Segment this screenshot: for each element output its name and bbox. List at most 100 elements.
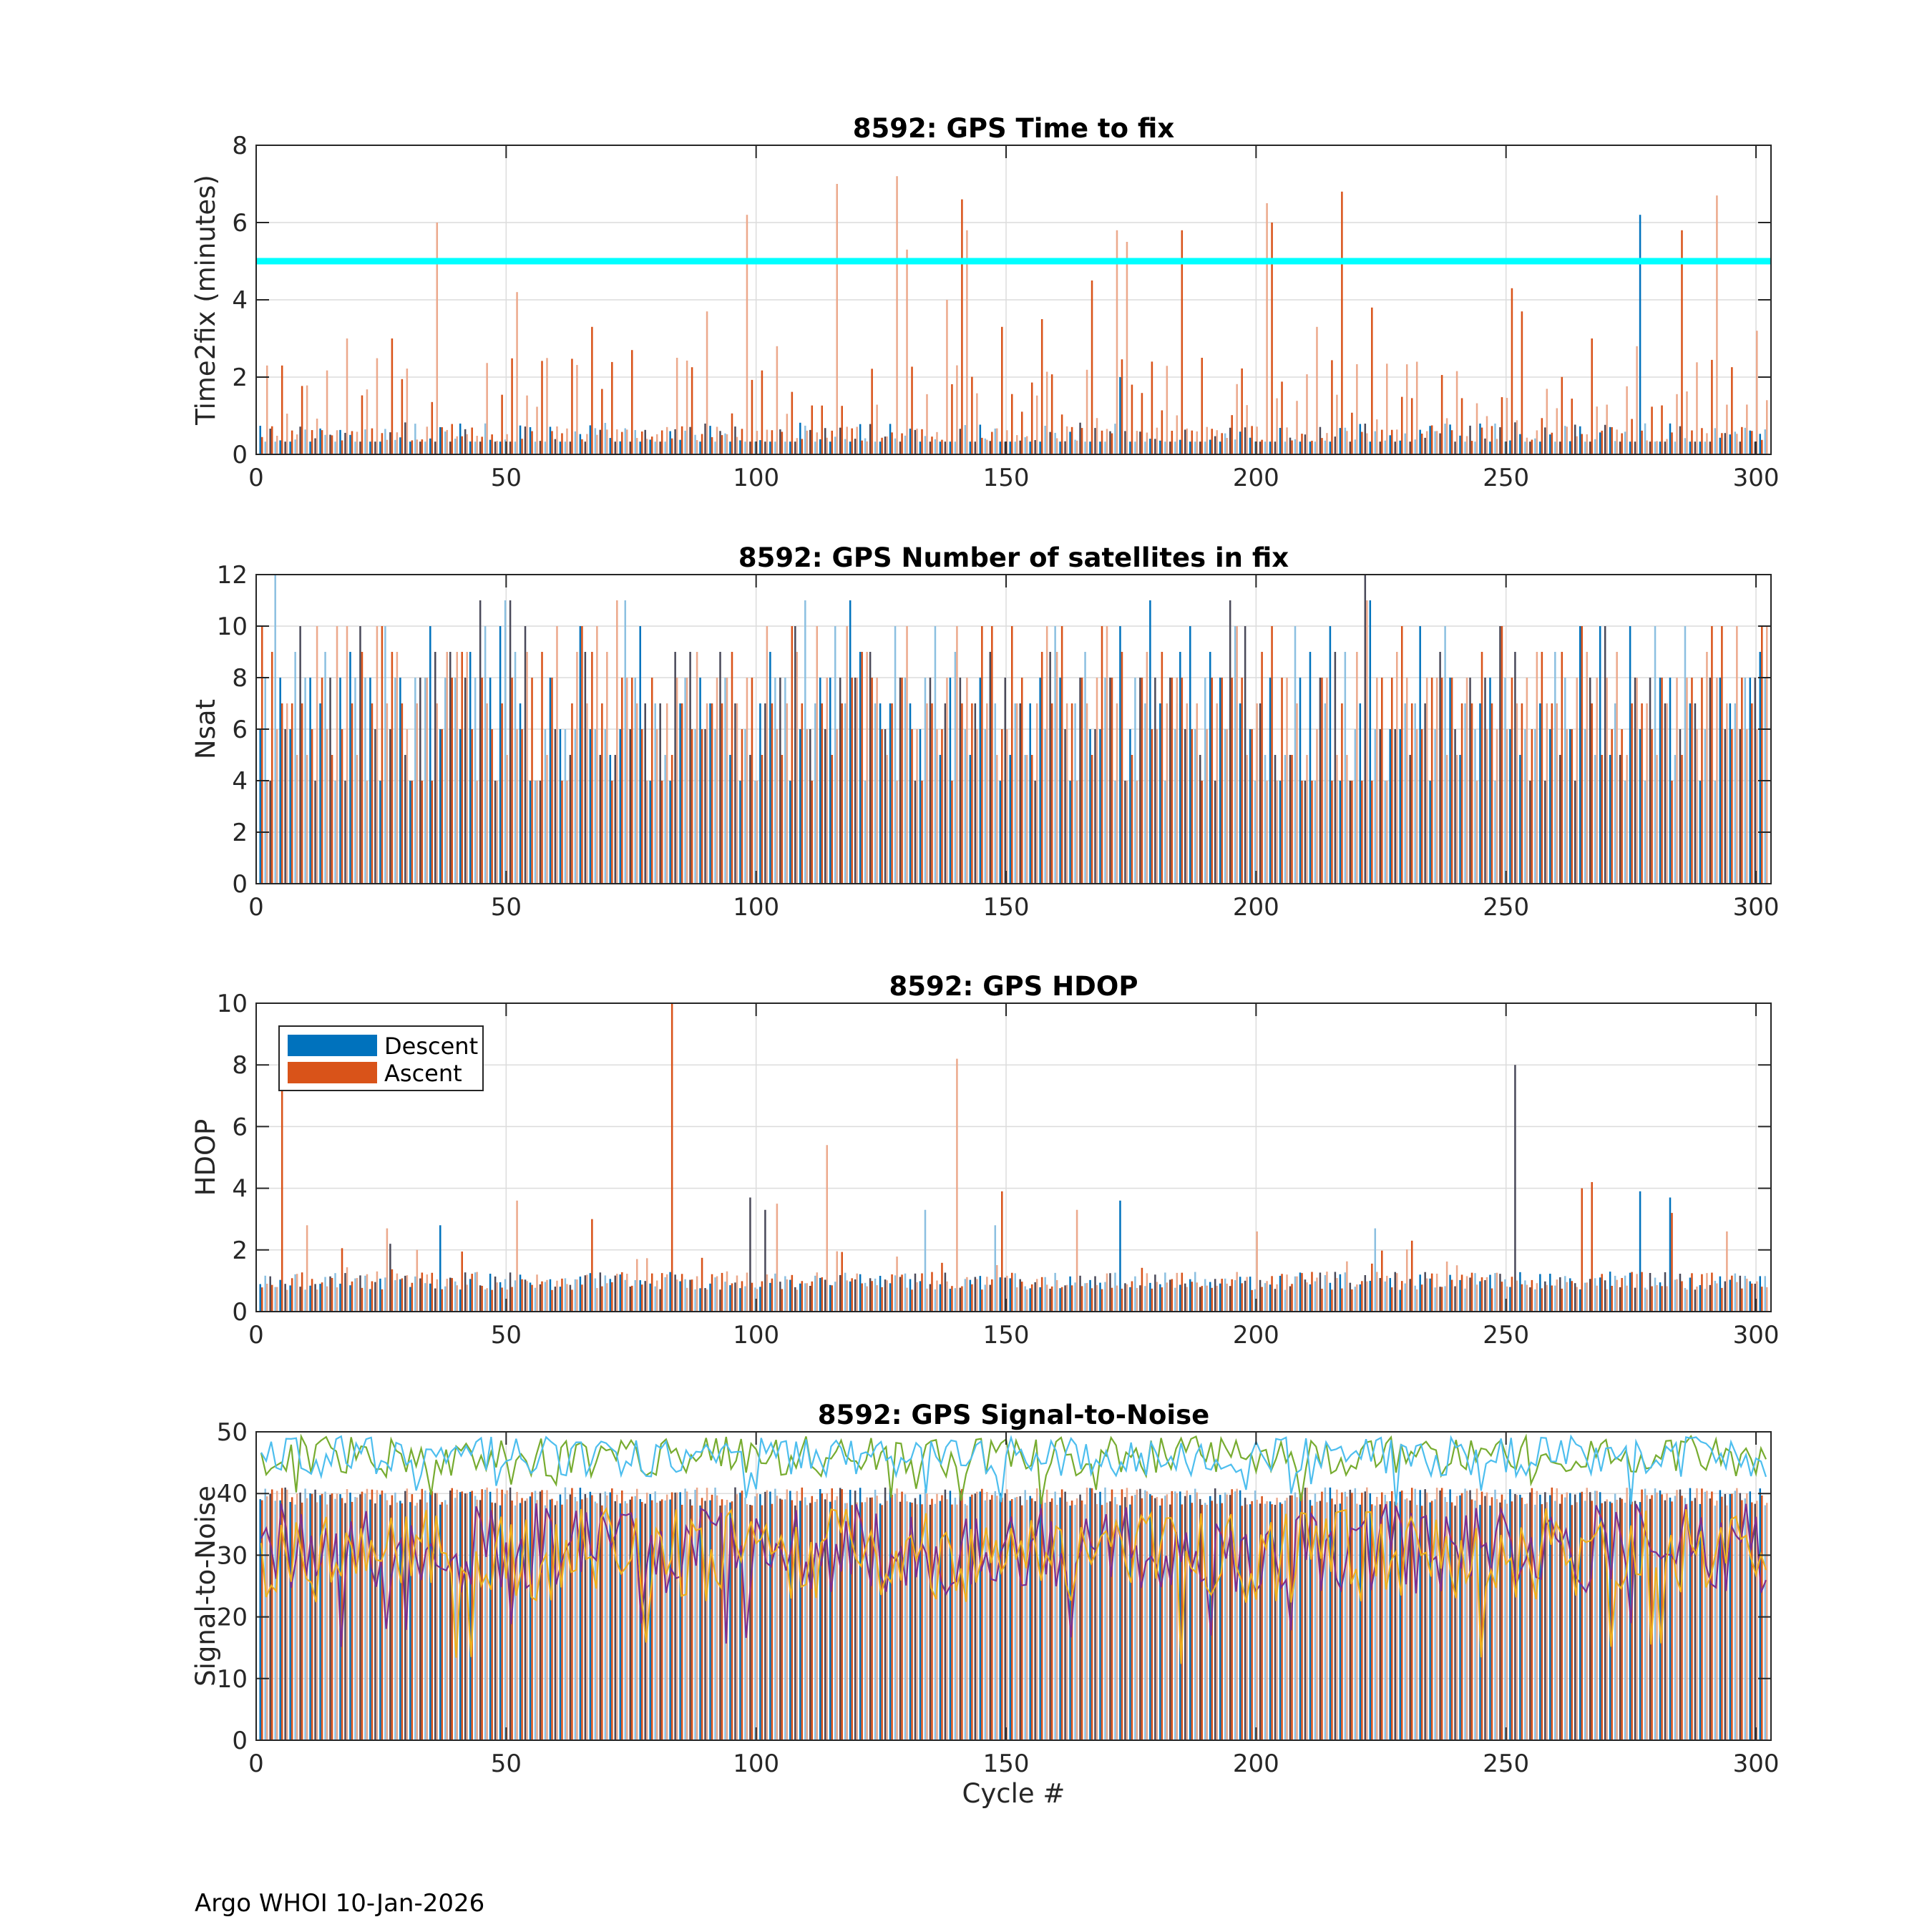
bar-ascent (1106, 1273, 1108, 1312)
bar-ascent (751, 678, 753, 884)
bar-ascent (1475, 1488, 1478, 1740)
bar-descent (369, 441, 371, 454)
bar-ascent (1131, 1496, 1133, 1740)
bar-descent (1719, 678, 1722, 884)
bar-ascent (680, 426, 683, 454)
bar-ascent (670, 1492, 673, 1740)
bar-descent (1559, 441, 1561, 454)
bar-ascent (1296, 1497, 1298, 1740)
bar-ascent (665, 1494, 668, 1740)
bar-ascent (711, 703, 713, 884)
bar-ascent (1186, 1491, 1189, 1740)
bar-descent (749, 755, 751, 884)
bar-ascent (1006, 430, 1008, 454)
bar-ascent (356, 1278, 358, 1312)
bar-descent (1044, 426, 1046, 454)
bar-descent (959, 1287, 962, 1312)
bar-descent (829, 1501, 831, 1740)
bar-descent (1584, 441, 1586, 454)
bar-ascent (541, 652, 543, 884)
bar-descent (774, 1273, 776, 1312)
bar-ascent (1636, 1505, 1638, 1740)
bar-ascent (1096, 418, 1098, 454)
bar-ascent (1440, 375, 1443, 454)
bar-ascent (1085, 703, 1088, 884)
bar-ascent (461, 1491, 463, 1740)
bar-ascent (871, 1281, 873, 1312)
bar-ascent (616, 1274, 618, 1312)
bar-descent (1204, 1503, 1206, 1740)
bar-ascent (1405, 364, 1408, 454)
bar-ascent (931, 1498, 933, 1740)
bar-descent (1549, 729, 1551, 884)
bar-descent (1144, 1490, 1146, 1740)
bar-descent (1564, 1276, 1566, 1312)
bar-ascent (1445, 1501, 1448, 1740)
bar-ascent (561, 1504, 563, 1740)
bar-descent (969, 441, 972, 454)
bar-ascent (1721, 626, 1723, 884)
bar-descent (1484, 438, 1486, 454)
bar-ascent (326, 1504, 328, 1740)
bar-descent (1434, 729, 1436, 884)
bar-ascent (931, 1272, 933, 1312)
lines-snr (260, 1433, 1767, 1664)
bar-ascent (1136, 1489, 1138, 1740)
bar-ascent (1400, 1491, 1403, 1740)
bar-ascent (1501, 1494, 1503, 1740)
bar-ascent (1626, 755, 1628, 884)
bar-ascent (581, 626, 583, 884)
bar-descent (1079, 678, 1081, 884)
bar-ascent (351, 1501, 353, 1740)
bar-descent (1694, 1498, 1697, 1740)
bar-descent (1534, 729, 1536, 884)
bar-ascent (951, 1286, 953, 1312)
bar-ascent (366, 1274, 369, 1312)
bar-descent (1034, 1501, 1036, 1740)
x-tick-label: 0 (248, 893, 264, 922)
bar-descent (674, 1274, 676, 1312)
bar-ascent (1281, 678, 1283, 884)
bar-ascent (506, 1490, 508, 1740)
bar-ascent (1641, 1272, 1643, 1312)
bar-ascent (1156, 1282, 1158, 1312)
bar-ascent (1496, 1498, 1498, 1740)
bar-ascent (1171, 1491, 1174, 1740)
bar-ascent (1080, 678, 1083, 884)
bar-descent (699, 1288, 701, 1312)
bar-ascent (1261, 439, 1263, 454)
bar-ascent (901, 1491, 903, 1740)
bar-descent (1334, 1504, 1337, 1740)
bar-descent (274, 575, 276, 884)
bar-ascent (741, 1491, 743, 1740)
bar-ascent (811, 405, 814, 454)
bar-ascent (351, 431, 353, 454)
bar-ascent (670, 1003, 673, 1312)
bar-descent (1059, 441, 1061, 454)
bar-ascent (311, 1493, 313, 1740)
bar-ascent (1055, 652, 1058, 884)
bar-ascent (1751, 1283, 1753, 1312)
bar-descent (734, 1282, 736, 1312)
bar-descent (1204, 441, 1206, 454)
bar-descent (309, 1285, 311, 1312)
bar-descent (854, 1279, 857, 1312)
bar-ascent (1435, 678, 1438, 884)
bar-descent (1249, 1277, 1252, 1312)
bar-descent (549, 678, 552, 884)
bar-descent (639, 1280, 641, 1312)
y-tick-label: 8 (232, 664, 248, 693)
bar-descent (1149, 439, 1151, 454)
bar-ascent (1015, 435, 1018, 454)
bar-ascent (626, 1274, 628, 1312)
bar-descent (789, 1491, 791, 1740)
bar-ascent (1126, 242, 1128, 454)
bar-ascent (1060, 626, 1063, 884)
bar-descent (429, 438, 431, 454)
bar-ascent (921, 1504, 923, 1740)
bar-descent (1754, 678, 1757, 884)
bar-descent (559, 729, 562, 884)
bar-descent (1254, 1491, 1257, 1740)
bar-descent (699, 441, 701, 454)
bar-ascent (991, 1495, 993, 1740)
